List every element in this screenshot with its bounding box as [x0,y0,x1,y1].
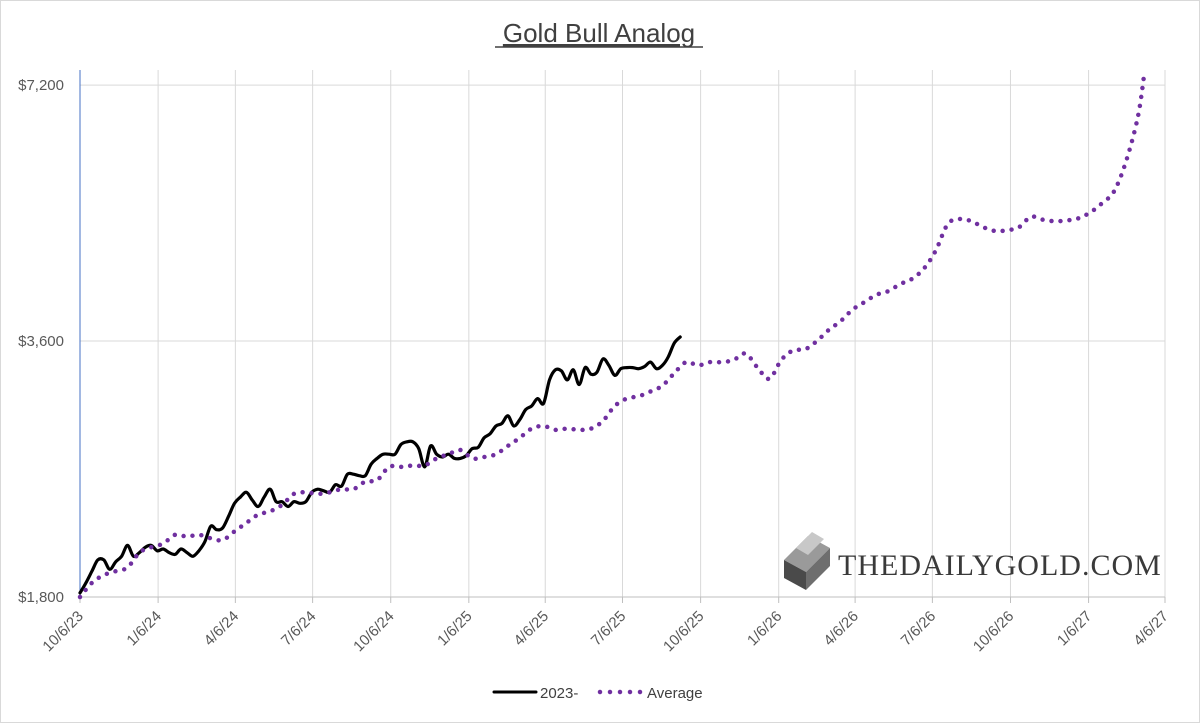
y-tick-labels: $1,800 $3,600 $7,200 [18,77,64,606]
legend-label-average: Average [647,685,703,702]
legend-item-average: Average [597,685,703,702]
legend: 2023- Average [492,685,703,702]
legend-label-2023: 2023- [540,685,578,702]
watermark: THEDAILYGOLD.COM [784,532,1162,590]
gold-bar-icon [784,532,830,590]
axes [79,70,1166,603]
legend-item-2023: 2023- [492,685,578,702]
series-line-2023 [78,335,682,595]
series-group [77,75,1147,600]
y-tick-label: $7,200 [18,77,64,94]
series-2023 [78,335,682,595]
series-average [77,75,1147,600]
chart-title: Gold Bull Analog [503,18,695,48]
y-tick-label: $1,800 [18,589,64,606]
series-line-average [77,75,1147,600]
y-tick-label: $3,600 [18,333,64,350]
watermark-text: THEDAILYGOLD.COM [838,549,1162,582]
